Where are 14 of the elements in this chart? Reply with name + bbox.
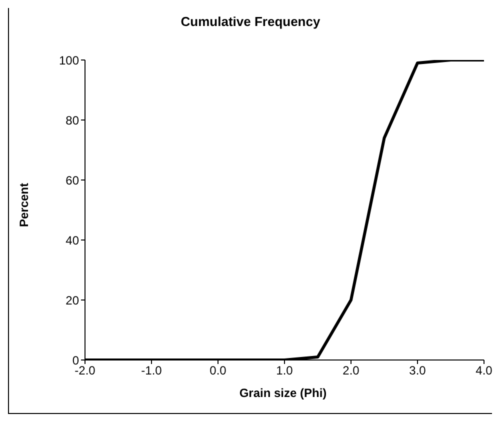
y-tick-label: 100 [58,53,80,68]
x-tick-label: -1.0 [141,364,162,378]
y-axis-title: Percent [17,182,31,230]
y-tick-label: 20 [66,293,80,308]
y-tick-label: 40 [66,233,80,248]
x-tick-label: 2.0 [342,364,360,378]
x-tick-label: 0.0 [210,364,227,378]
x-axis-title: Grain size (Phi) [238,386,328,400]
y-tick-label: 80 [66,113,80,128]
y-tick-label: 60 [66,173,80,188]
x-tick-label: 4.0 [476,364,493,378]
chart-title: Cumulative Frequency [180,14,322,29]
x-tick-label: 3.0 [409,364,426,378]
x-tick-label: 1.0 [276,364,294,378]
